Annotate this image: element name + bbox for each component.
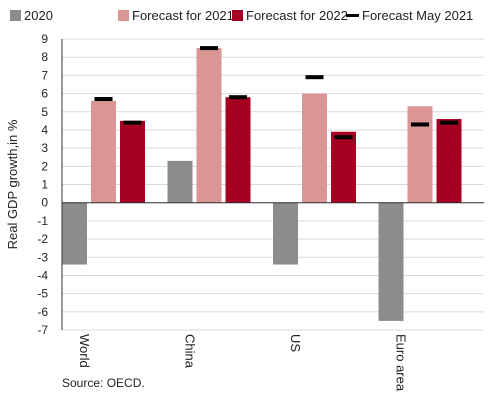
axes (61, 39, 484, 330)
y-tick-label: 5 (41, 105, 48, 119)
y-tick-label: -2 (37, 232, 48, 246)
bar-2020-1 (167, 160, 193, 203)
x-category-label: US (288, 334, 303, 352)
legend-label: Forecast May 2021 (362, 8, 473, 23)
y-tick-label: 2 (41, 159, 48, 173)
bar-forecast-for-2022-3 (436, 119, 462, 203)
marker-2021-3 (411, 122, 429, 127)
y-tick-label: 7 (41, 68, 48, 82)
y-tick-label: -4 (37, 268, 48, 282)
marker-2021-1 (200, 46, 218, 51)
legend-swatch (232, 10, 243, 21)
x-category-label: Euro area (394, 334, 409, 392)
bar-2020-3 (378, 202, 404, 321)
y-tick-label: 9 (41, 32, 48, 46)
marker-2021-2 (305, 75, 324, 80)
x-category-label: World (77, 334, 92, 368)
may-2021-markers (94, 46, 458, 140)
x-category-label: China (183, 334, 198, 369)
y-tick-label: 0 (41, 196, 48, 210)
legend-label: Forecast for 2022 (246, 8, 348, 23)
y-tick-label: 3 (41, 141, 48, 155)
legend-swatch (10, 10, 21, 21)
marker-2022-1 (229, 95, 247, 100)
legend: 2020 Forecast for 2021 Forecast for 2022 Fo… (10, 8, 473, 23)
y-tick-label: 1 (41, 178, 48, 192)
y-tick-label: -7 (37, 323, 48, 337)
y-tick-label: -5 (37, 287, 48, 301)
legend-swatch (118, 10, 129, 21)
y-tick-label: 8 (41, 50, 48, 64)
x-category-labels: World China US Euro area (77, 334, 409, 392)
marker-2022-2 (334, 135, 353, 140)
legend-label: 2020 (24, 8, 53, 23)
bar-2020-0 (62, 202, 87, 265)
y-tick-label: -1 (37, 214, 48, 228)
bars (62, 48, 462, 321)
y-tick-label: -3 (37, 250, 48, 264)
legend-label: Forecast for 2021 (132, 8, 234, 23)
bar-forecast-for-2022-0 (120, 120, 145, 203)
bar-forecast-for-2021-3 (407, 106, 433, 203)
bar-forecast-for-2022-1 (225, 97, 251, 203)
source-note: Source: OECD. (62, 376, 145, 390)
y-tick-labels: -7 -6 -5 -4 -3 -2 -1 0 1 2 3 4 5 6 7 8 9 (37, 32, 48, 337)
bar-2020-2 (273, 202, 298, 265)
y-tick-label: 6 (41, 87, 48, 101)
marker-2021-0 (94, 97, 113, 102)
marker-2022-3 (440, 120, 458, 125)
bar-forecast-for-2021-1 (196, 48, 222, 203)
legend-dash (346, 14, 359, 17)
y-axis-label: Real GDP growth,in % (5, 119, 20, 249)
y-tick-label: 4 (41, 123, 48, 137)
bar-forecast-for-2021-2 (302, 93, 327, 203)
y-tick-label: -6 (37, 305, 48, 319)
marker-2022-0 (123, 120, 142, 125)
bar-forecast-for-2022-2 (331, 131, 356, 203)
bar-forecast-for-2021-0 (91, 100, 116, 203)
